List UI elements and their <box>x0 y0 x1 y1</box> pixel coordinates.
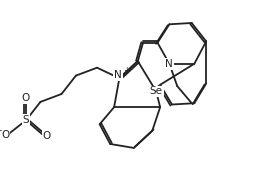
Text: O: O <box>42 131 51 141</box>
Text: O: O <box>22 93 30 103</box>
Text: O: O <box>1 130 10 140</box>
Text: -: - <box>0 126 1 135</box>
Text: +: + <box>124 66 130 75</box>
Text: N: N <box>114 70 122 80</box>
Text: N: N <box>166 59 173 69</box>
Text: Se: Se <box>150 86 163 96</box>
Text: S: S <box>23 115 29 125</box>
